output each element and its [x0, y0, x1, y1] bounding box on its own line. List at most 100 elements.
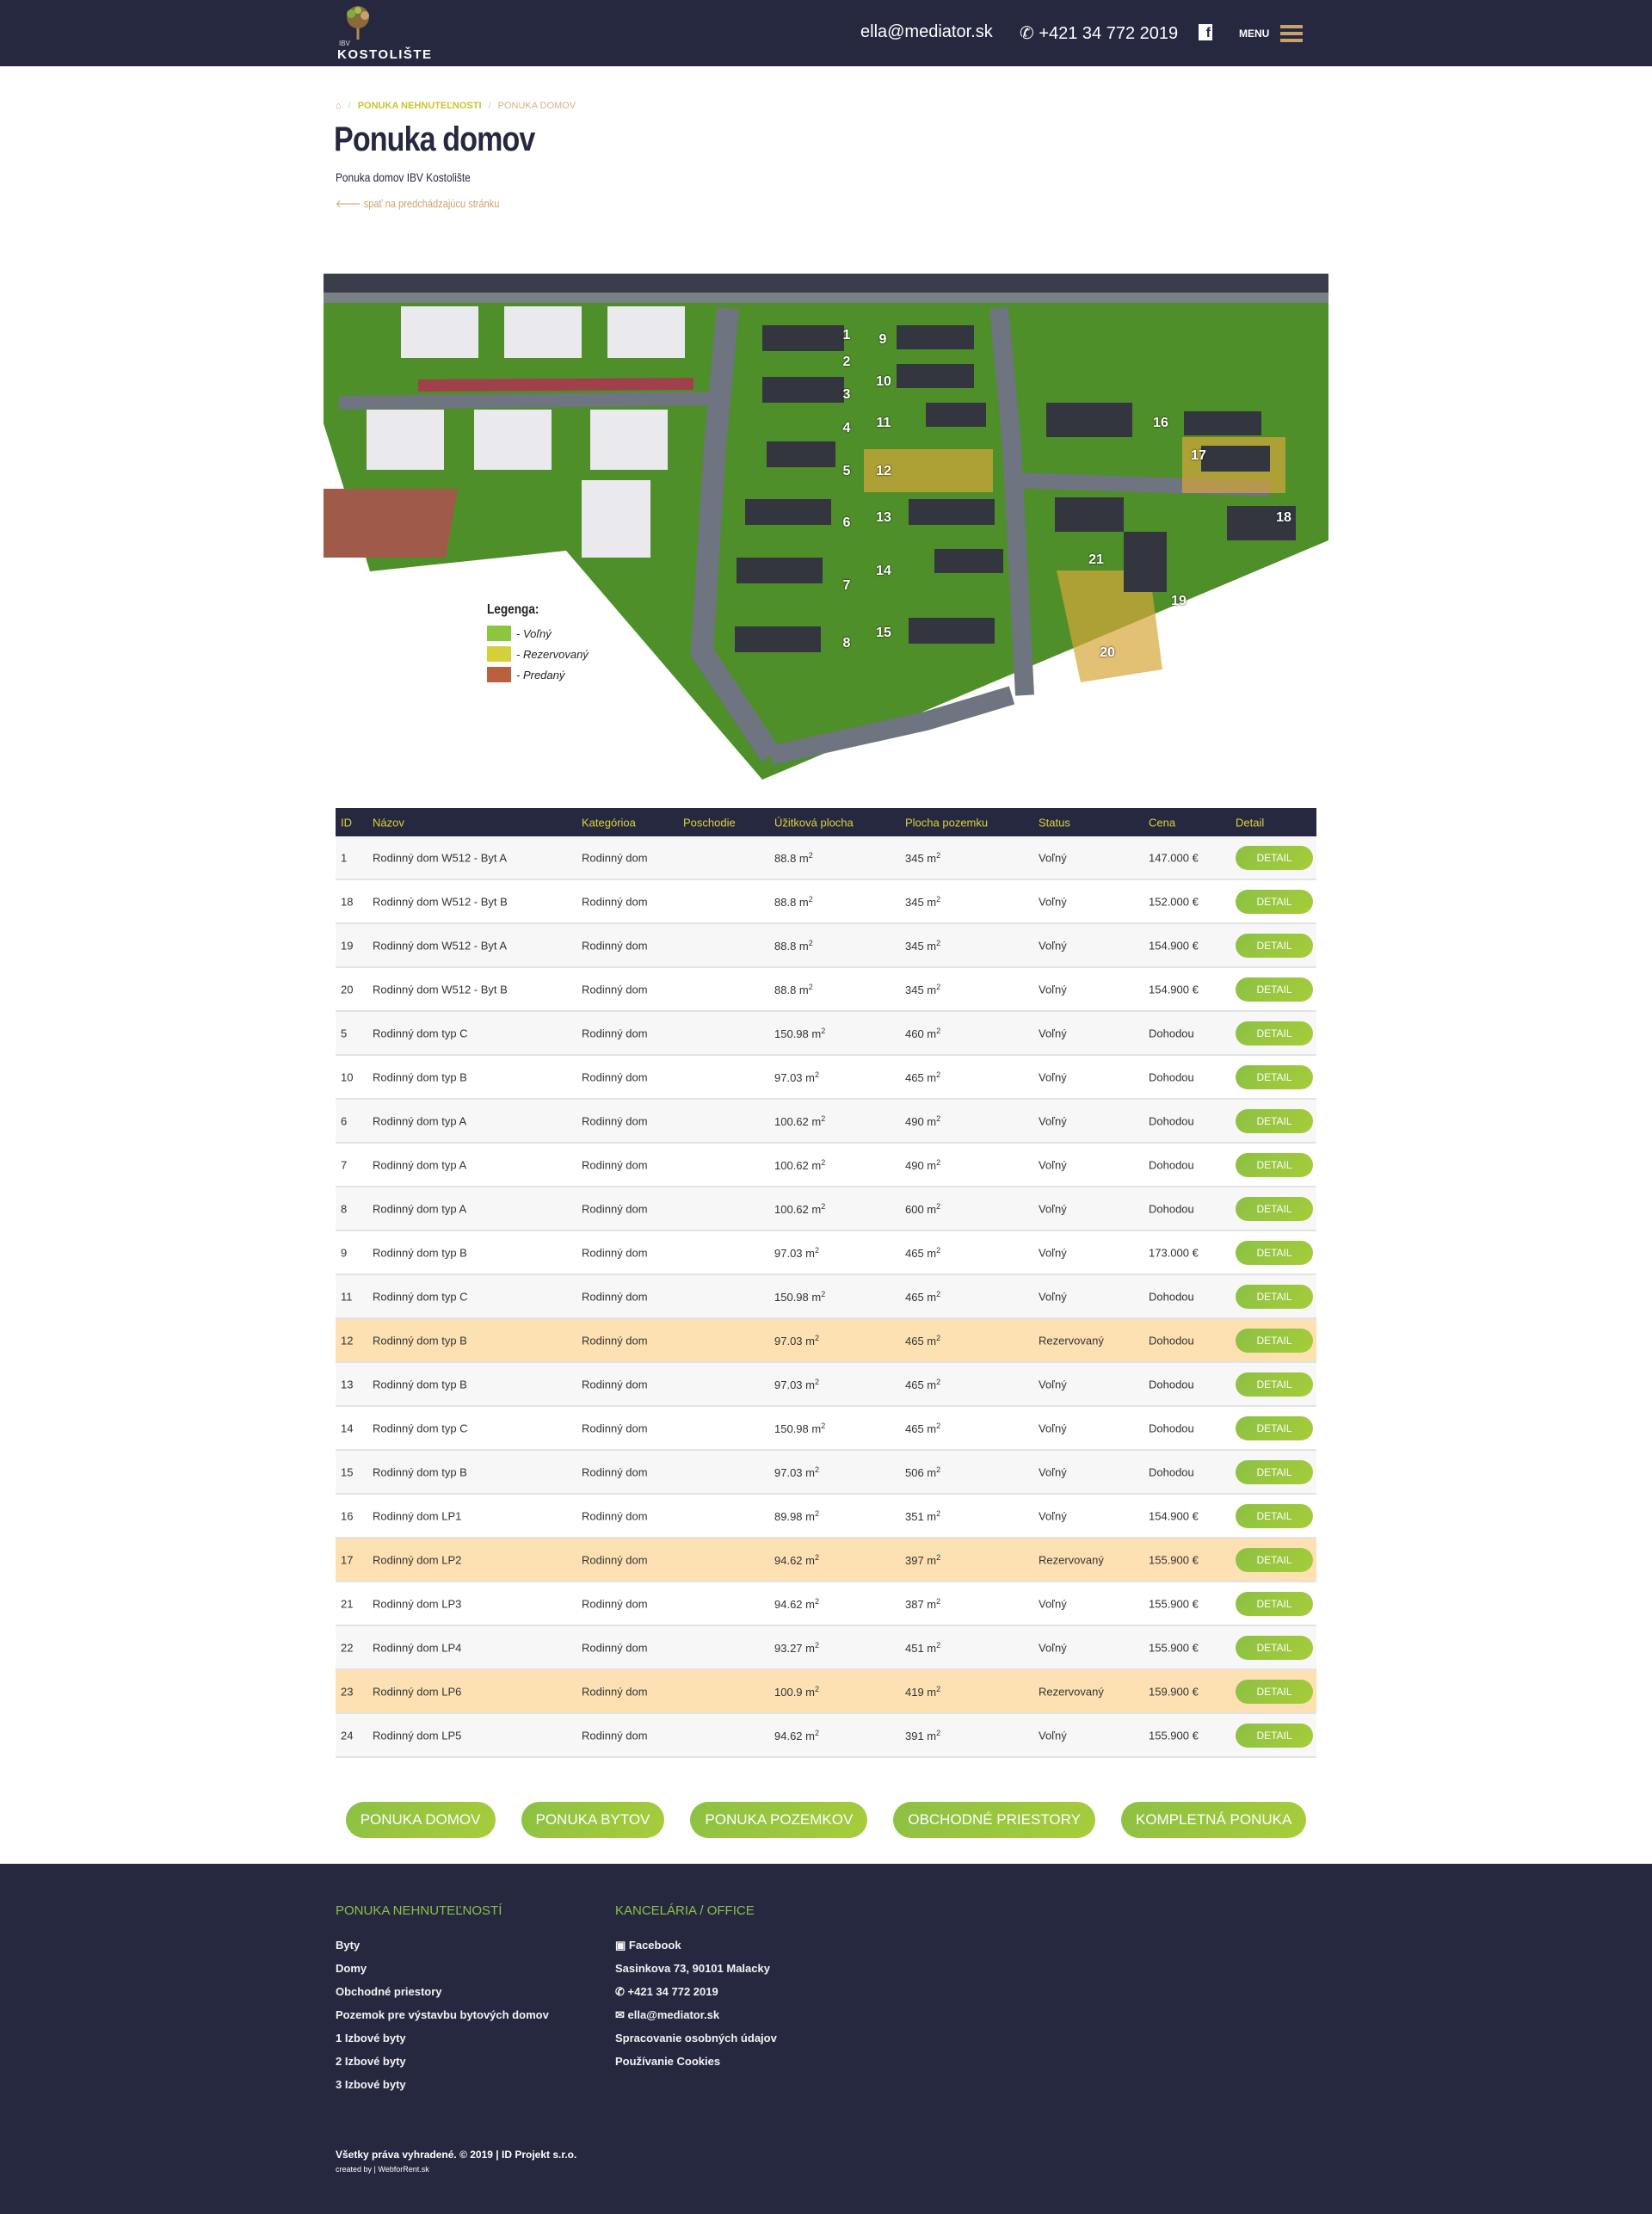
obchodne-priestory-button[interactable]: OBCHODNÉ PRIESTORY: [893, 1802, 1095, 1838]
detail-button[interactable]: DETAIL: [1236, 1153, 1313, 1177]
plot-label[interactable]: 16: [1153, 416, 1168, 430]
detail-button[interactable]: DETAIL: [1236, 934, 1313, 958]
back-link[interactable]: 🡐 spať na predchádzajúcu stránku: [336, 197, 499, 211]
cell-text: Voľný: [1039, 851, 1067, 864]
plot-label[interactable]: 13: [876, 510, 891, 525]
detail-button[interactable]: DETAIL: [1236, 1416, 1313, 1440]
cell-cat: Rodinný dom: [582, 1685, 648, 1698]
plot-label[interactable]: 17: [1191, 448, 1206, 463]
footer-link[interactable]: Používanie Cookies: [615, 2055, 721, 2068]
column-header: Kategórioa: [582, 816, 636, 829]
logo[interactable]: IBV KOSTOLIŠTE: [336, 5, 439, 62]
footer-link[interactable]: Pozemok pre výstavbu bytových domov: [336, 2008, 549, 2021]
table-row: 5 Rodinný dom typ C Rodinný dom 150.98 m2 46…: [336, 1012, 1316, 1056]
detail-button[interactable]: DETAIL: [1236, 1548, 1313, 1572]
cell-text: 351 m: [905, 1509, 937, 1523]
page-title: Ponuka domov: [334, 120, 535, 158]
detail-button[interactable]: DETAIL: [1236, 1021, 1313, 1045]
footer-link[interactable]: 2 Izbové byty: [336, 2055, 406, 2068]
cell-text: Dohodou: [1149, 1422, 1194, 1434]
footer-facebook-link[interactable]: ▣ Facebook: [615, 1939, 777, 1962]
home-icon[interactable]: ⌂: [336, 101, 342, 111]
plot-label[interactable]: 21: [1088, 552, 1104, 567]
detail-button[interactable]: DETAIL: [1236, 1329, 1313, 1353]
detail-button[interactable]: DETAIL: [1236, 1197, 1313, 1221]
plot-label[interactable]: 5: [842, 464, 851, 478]
cell-plot: 490 m2: [905, 1157, 940, 1171]
footer-link[interactable]: 3 Izbové byty: [336, 2078, 406, 2091]
cell-id: 15: [341, 1465, 353, 1478]
cell-text: 100.62 m: [774, 1158, 822, 1172]
plot-label[interactable]: 14: [876, 564, 891, 578]
header-email-link[interactable]: ella@mediator.sk: [860, 22, 993, 41]
detail-button[interactable]: DETAIL: [1236, 846, 1313, 870]
cell-id: 19: [341, 939, 353, 952]
cell-cat: Rodinný dom: [582, 1070, 648, 1083]
detail-button[interactable]: DETAIL: [1236, 1504, 1313, 1528]
cell-plot: 451 m2: [905, 1640, 940, 1654]
detail-button[interactable]: DETAIL: [1236, 890, 1313, 914]
legend-item: - Predaný: [487, 664, 589, 685]
kompletna-ponuka-button[interactable]: KOMPLETNÁ PONUKA: [1120, 1802, 1307, 1838]
cell-text: Voľný: [1039, 1465, 1067, 1478]
detail-button[interactable]: DETAIL: [1236, 1460, 1313, 1484]
footer-email-link[interactable]: ✉ ella@mediator.sk: [615, 2008, 777, 2032]
detail-button[interactable]: DETAIL: [1236, 1680, 1313, 1704]
ponuka-domov-button[interactable]: PONUKA DOMOV: [345, 1802, 496, 1838]
cell-text: Voľný: [1039, 895, 1067, 908]
table-row: 13 Rodinný dom typ B Rodinný dom 97.03 m2 46…: [336, 1363, 1316, 1407]
detail-button[interactable]: DETAIL: [1236, 1065, 1313, 1089]
plot-label[interactable]: 1: [842, 328, 851, 342]
footer-link[interactable]: 1 Izbové byty: [336, 2032, 406, 2044]
phone-icon: ✆: [615, 1985, 628, 1998]
detail-button[interactable]: DETAIL: [1236, 1592, 1313, 1616]
superscript: 2: [936, 1465, 941, 1474]
header-phone-link[interactable]: ✆ +421 34 772 2019: [1020, 22, 1178, 44]
detail-button[interactable]: DETAIL: [1236, 1372, 1313, 1397]
footer-link[interactable]: Spracovanie osobných údajov: [615, 2032, 777, 2044]
plot-label[interactable]: 9: [878, 332, 887, 347]
detail-button[interactable]: DETAIL: [1236, 1109, 1313, 1133]
cell-text: Rodinný dom: [582, 1290, 648, 1303]
cell-price: Dohodou: [1149, 1158, 1194, 1171]
plot-label[interactable]: 8: [842, 636, 851, 651]
plot-label[interactable]: 10: [876, 374, 891, 389]
hamburger-menu-icon[interactable]: [1280, 25, 1303, 42]
phone-icon: ✆: [1020, 24, 1039, 43]
plot-label[interactable]: 3: [842, 387, 851, 402]
created-by-link[interactable]: created by | WebforRent.sk: [336, 2165, 429, 2174]
breadcrumb-link[interactable]: PONUKA NEHNUTEĽNOSTI: [357, 101, 482, 111]
footer-link[interactable]: Byty: [336, 1939, 361, 1952]
plot-label[interactable]: 11: [876, 416, 891, 430]
menu-label[interactable]: MENU: [1239, 28, 1270, 40]
footer-phone-link[interactable]: ✆ +421 34 772 2019: [615, 1985, 777, 2008]
footer-link[interactable]: Obchodné priestory: [336, 1985, 442, 1998]
plot-label[interactable]: 4: [842, 421, 851, 435]
cell-cat: Rodinný dom: [582, 1422, 648, 1434]
cell-name: Rodinný dom LP4: [373, 1641, 461, 1654]
plot-label[interactable]: 12: [876, 464, 891, 478]
ponuka-pozemkov-button[interactable]: PONUKA POZEMKOV: [690, 1802, 868, 1838]
plot-label[interactable]: 20: [1100, 645, 1115, 660]
facebook-icon[interactable]: f: [1199, 24, 1212, 40]
detail-button[interactable]: DETAIL: [1236, 1724, 1313, 1748]
plot-label[interactable]: 7: [842, 578, 851, 593]
plot-label[interactable]: 15: [876, 626, 891, 640]
detail-button[interactable]: DETAIL: [1236, 1285, 1313, 1309]
cell-plot: 465 m2: [905, 1377, 940, 1391]
detail-button[interactable]: DETAIL: [1236, 1241, 1313, 1265]
detail-button[interactable]: DETAIL: [1236, 977, 1313, 1002]
ponuka-bytov-button[interactable]: PONUKA BYTOV: [521, 1802, 665, 1838]
detail-button[interactable]: DETAIL: [1236, 1636, 1313, 1660]
legend-item: - Rezervovaný: [487, 644, 589, 664]
superscript: 2: [936, 1157, 941, 1167]
plot-label[interactable]: 2: [842, 355, 851, 369]
plot-label[interactable]: 19: [1171, 594, 1187, 608]
footer-link[interactable]: Domy: [336, 1962, 367, 1975]
cell-text: Rodinný dom: [582, 1597, 648, 1610]
plot-label[interactable]: 18: [1276, 510, 1291, 525]
cell-price: 159.900 €: [1149, 1685, 1199, 1698]
site-plan-map[interactable]: 1 2 3 4 5 6 7 8 9 10 11 12 13 14 15 16 1…: [324, 274, 1328, 780]
cell-text: Voľný: [1039, 1246, 1067, 1259]
plot-label[interactable]: 6: [842, 515, 851, 530]
